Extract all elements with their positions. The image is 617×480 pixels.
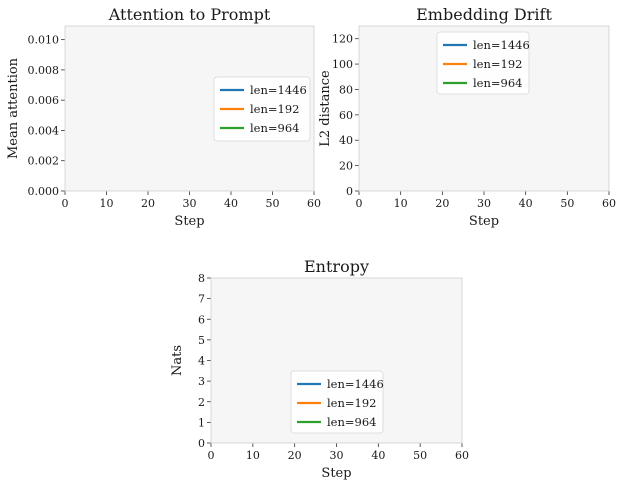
x-tick-label: 10 bbox=[394, 197, 408, 210]
x-tick-label: 40 bbox=[224, 197, 238, 210]
y-tick-label: 2 bbox=[198, 396, 205, 409]
chart-entropy: 0 10 20 30 40 50 60 0 1 2 3 4 5 6 7 8 Entropy Step Nats len… bbox=[170, 257, 469, 480]
x-tick-label: 10 bbox=[100, 197, 114, 210]
legend-box bbox=[213, 76, 311, 142]
chart-title: Entropy bbox=[304, 257, 369, 276]
y-tick-label: 0.000 bbox=[28, 185, 60, 198]
y-axis-label: Mean attention bbox=[6, 57, 21, 159]
legend: len=1446 len=192 len=964 bbox=[436, 31, 530, 95]
legend-box bbox=[290, 370, 384, 434]
chart-title: Attention to Prompt bbox=[108, 5, 271, 24]
y-tick-label: 0.010 bbox=[28, 34, 60, 47]
legend-label: len=192 bbox=[473, 57, 522, 71]
x-tick-label: 50 bbox=[266, 197, 280, 210]
x-tick-label: 20 bbox=[288, 449, 302, 462]
legend-label: len=192 bbox=[327, 396, 376, 410]
legend-label: len=964 bbox=[473, 76, 522, 90]
y-tick-label: 20 bbox=[339, 160, 353, 173]
x-axis-label: Step bbox=[469, 214, 499, 229]
chart-title: Embedding Drift bbox=[416, 5, 552, 24]
legend-label: len=1446 bbox=[327, 377, 384, 391]
legend-label: len=1446 bbox=[250, 83, 307, 97]
x-tick-label: 0 bbox=[62, 197, 69, 210]
x-tick-label: 60 bbox=[455, 449, 469, 462]
x-tick-label: 0 bbox=[208, 449, 215, 462]
x-tick-label: 30 bbox=[330, 449, 344, 462]
x-tick-label: 0 bbox=[356, 197, 363, 210]
x-tick-label: 60 bbox=[307, 197, 321, 210]
y-tick-label: 60 bbox=[339, 109, 353, 122]
legend: len=1446 len=192 len=964 bbox=[213, 76, 311, 142]
x-tick-label: 20 bbox=[141, 197, 155, 210]
y-tick-label: 0.006 bbox=[28, 94, 60, 107]
x-tick-label: 50 bbox=[560, 197, 574, 210]
y-tick-label: 3 bbox=[198, 375, 205, 388]
x-tick-label: 50 bbox=[413, 449, 427, 462]
y-tick-label: 0.008 bbox=[28, 64, 60, 77]
x-axis-label: Step bbox=[321, 466, 351, 480]
y-tick-label: 4 bbox=[198, 355, 205, 368]
x-tick-label: 10 bbox=[246, 449, 260, 462]
y-tick-label: 5 bbox=[198, 334, 205, 347]
y-axis-label: Nats bbox=[170, 345, 185, 376]
x-tick-label: 30 bbox=[477, 197, 491, 210]
y-tick-label: 0.004 bbox=[28, 124, 60, 137]
y-tick-label: 0 bbox=[346, 185, 353, 198]
x-tick-label: 30 bbox=[183, 197, 197, 210]
y-tick-label: 8 bbox=[198, 272, 205, 285]
y-axis-label: L2 distance bbox=[318, 70, 333, 147]
legend: len=1446 len=192 len=964 bbox=[290, 370, 384, 434]
legend-label: len=192 bbox=[250, 102, 299, 116]
y-tick-label: 120 bbox=[332, 33, 353, 46]
x-tick-label: 40 bbox=[519, 197, 533, 210]
x-tick-label: 20 bbox=[435, 197, 449, 210]
y-tick-label: 40 bbox=[339, 134, 353, 147]
y-tick-label: 80 bbox=[339, 83, 353, 96]
y-tick-label: 100 bbox=[332, 58, 353, 71]
chart-attention-to-prompt: 0 10 20 30 40 50 60 0.000 0.002 0.004 0.006 0.008 0.… bbox=[6, 5, 321, 229]
legend-label: len=1446 bbox=[473, 38, 530, 52]
x-tick-label: 40 bbox=[371, 449, 385, 462]
y-tick-label: 1 bbox=[198, 416, 205, 429]
y-tick-label: 0 bbox=[198, 437, 205, 450]
x-axis-label: Step bbox=[174, 214, 204, 229]
x-tick-label: 60 bbox=[602, 197, 616, 210]
chart-embedding-drift: 0 10 20 30 40 50 60 0 20 40 60 80 100 120 Embedding Dr… bbox=[318, 5, 616, 229]
y-tick-label: 0.002 bbox=[28, 155, 60, 168]
legend-label: len=964 bbox=[327, 415, 376, 429]
y-tick-label: 6 bbox=[198, 313, 205, 326]
legend-label: len=964 bbox=[250, 121, 299, 135]
legend-box bbox=[436, 31, 530, 95]
y-tick-label: 7 bbox=[198, 293, 205, 306]
